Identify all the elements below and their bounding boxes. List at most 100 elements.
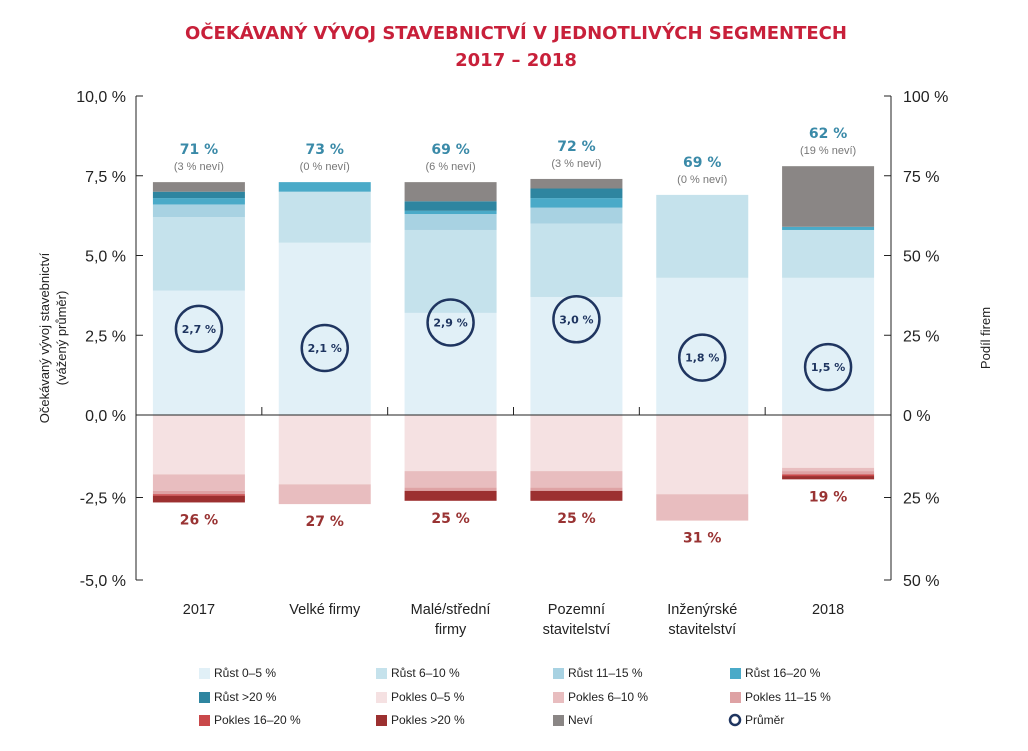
y-left-tick-label: -2,5 % [80, 491, 126, 508]
legend-label: Pokles >20 % [391, 713, 465, 727]
negative-share-label: 19 % [809, 489, 847, 505]
legend-swatch [730, 668, 741, 679]
y-right-tick-label: 25 % [903, 328, 939, 345]
bar-segment [278, 484, 371, 505]
bar-segment [782, 471, 875, 475]
bar-segment [404, 415, 497, 472]
bar-segment [656, 415, 749, 495]
legend-swatch [199, 668, 210, 679]
category-label: stavitelství [668, 622, 736, 638]
bar-segment [152, 191, 245, 199]
bar-segment [530, 490, 623, 501]
bar-segment [782, 277, 875, 415]
category-label: stavitelství [543, 622, 611, 638]
y-left-tick-label: -5,0 % [80, 573, 126, 590]
legend-swatch [553, 715, 564, 726]
bar-segment [404, 490, 497, 501]
average-label: 2,7 % [182, 323, 216, 336]
bar-segment [782, 166, 875, 227]
average-label: 1,5 % [811, 361, 845, 374]
legend-label: Pokles 0–5 % [391, 690, 465, 704]
bar-segment [152, 198, 245, 205]
legend-label: Neví [568, 713, 593, 727]
legend-swatch [199, 715, 210, 726]
positive-share-label: 73 % [306, 142, 344, 158]
category-label: Velké firmy [289, 602, 361, 618]
bar-segment [530, 487, 623, 491]
category-label: 2017 [183, 602, 215, 618]
negative-share-label: 25 % [557, 511, 595, 527]
labels-layer: 71 % (3 % neví) 26 % 2,7 % 2017 73 % (0 % neví… [174, 126, 856, 638]
y-left-tick-label: 10,0 % [76, 89, 126, 106]
category-label: Inženýrské [667, 602, 737, 618]
category-label: 2018 [812, 602, 844, 618]
bar-segment [782, 474, 875, 477]
nevi-label: (3 % neví) [174, 161, 224, 173]
bar-segment [152, 490, 245, 495]
negative-share-label: 31 % [683, 531, 721, 547]
negative-share-label: 25 % [431, 511, 469, 527]
average-label: 2,9 % [433, 316, 467, 329]
legend-label: Průměr [745, 713, 784, 727]
nevi-label: (0 % neví) [300, 161, 350, 173]
bar-segment [152, 217, 245, 291]
bar-segment [152, 204, 245, 218]
bar-segment [782, 476, 875, 480]
nevi-label: (6 % neví) [426, 161, 476, 173]
legend-swatch [199, 692, 210, 703]
bar-segment [530, 471, 623, 488]
y-right-tick-label: 0 % [903, 408, 931, 425]
chart-title: OČEKÁVANÝ VÝVOJ STAVEBNICTVÍ V JEDNOTLIV… [185, 22, 847, 44]
legend-label: Pokles 16–20 % [214, 713, 301, 727]
average-label: 2,1 % [308, 342, 342, 355]
bar-segment [404, 214, 497, 230]
y-right-tick-label: 25 % [903, 491, 939, 508]
average-label: 3,0 % [559, 313, 593, 326]
bar-segment [530, 415, 623, 472]
average-marker [426, 298, 475, 347]
bar-segment [404, 487, 497, 491]
legend-swatch [553, 692, 564, 703]
negative-share-label: 26 % [180, 512, 218, 528]
legend-label: Růst 6–10 % [391, 666, 460, 680]
bar-segment [404, 210, 497, 215]
bar-segment [782, 415, 875, 468]
bar-segment [278, 182, 371, 192]
bar-segment [152, 495, 245, 503]
bar-segment [404, 201, 497, 211]
positive-share-label: 69 % [431, 142, 469, 158]
positive-share-label: 62 % [809, 126, 847, 142]
y-left-tick-label: 7,5 % [85, 169, 126, 186]
legend-label: Růst 11–15 % [568, 666, 643, 680]
legend-label: Růst 0–5 % [214, 666, 276, 680]
category-label: Malé/střední [411, 602, 491, 618]
bar-segment [656, 277, 749, 415]
bar-segment [152, 182, 245, 192]
average-marker [803, 342, 853, 392]
legend-swatch [376, 668, 387, 679]
positive-share-label: 69 % [683, 155, 721, 171]
y-left-tick-label: 2,5 % [85, 328, 126, 345]
bar-segment [278, 242, 371, 415]
y-axis-left-title-line1: Očekávaný vývoj stavebnictví [37, 252, 52, 423]
legend-label: Pokles 11–15 % [745, 690, 831, 704]
y-right-tick-label: 100 % [903, 89, 948, 106]
y-left-tick-label: 0,0 % [85, 408, 126, 425]
average-label: 1,8 % [685, 352, 719, 365]
bar-segment [152, 474, 245, 491]
bar-segment [782, 226, 875, 230]
bar-segment [782, 467, 875, 472]
legend-label: Pokles 6–10 % [568, 690, 648, 704]
legend-swatch [376, 692, 387, 703]
negative-share-label: 27 % [306, 514, 344, 530]
y-right-tick-label: 50 % [903, 573, 939, 590]
nevi-label: (3 % neví) [551, 158, 601, 170]
chart-subtitle: 2017 – 2018 [455, 50, 577, 71]
bar-segment [404, 182, 497, 202]
legend-swatch [553, 668, 564, 679]
axes-layer: 10,0 % 100 % 7,5 % 75 % 5,0 % 50 % 2,5 % 25 % 0,… [76, 89, 948, 590]
bar-segment [782, 229, 875, 278]
bar-segment [278, 415, 371, 485]
bar-segment [152, 415, 245, 475]
